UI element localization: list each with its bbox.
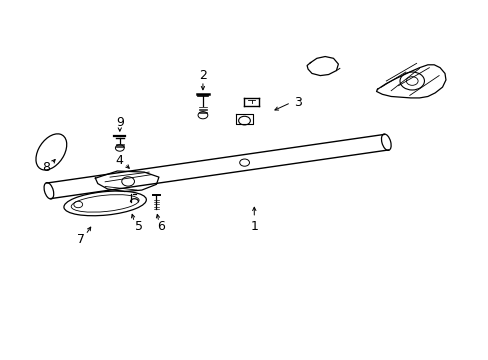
Text: 1: 1	[250, 220, 258, 233]
Text: 2: 2	[199, 69, 206, 82]
Text: 8: 8	[42, 161, 50, 174]
Text: 7: 7	[77, 233, 84, 246]
Text: 6: 6	[157, 220, 165, 233]
Text: 3: 3	[294, 96, 302, 109]
Text: 5: 5	[135, 220, 143, 233]
Text: 9: 9	[116, 116, 123, 129]
Text: 4: 4	[116, 154, 123, 167]
